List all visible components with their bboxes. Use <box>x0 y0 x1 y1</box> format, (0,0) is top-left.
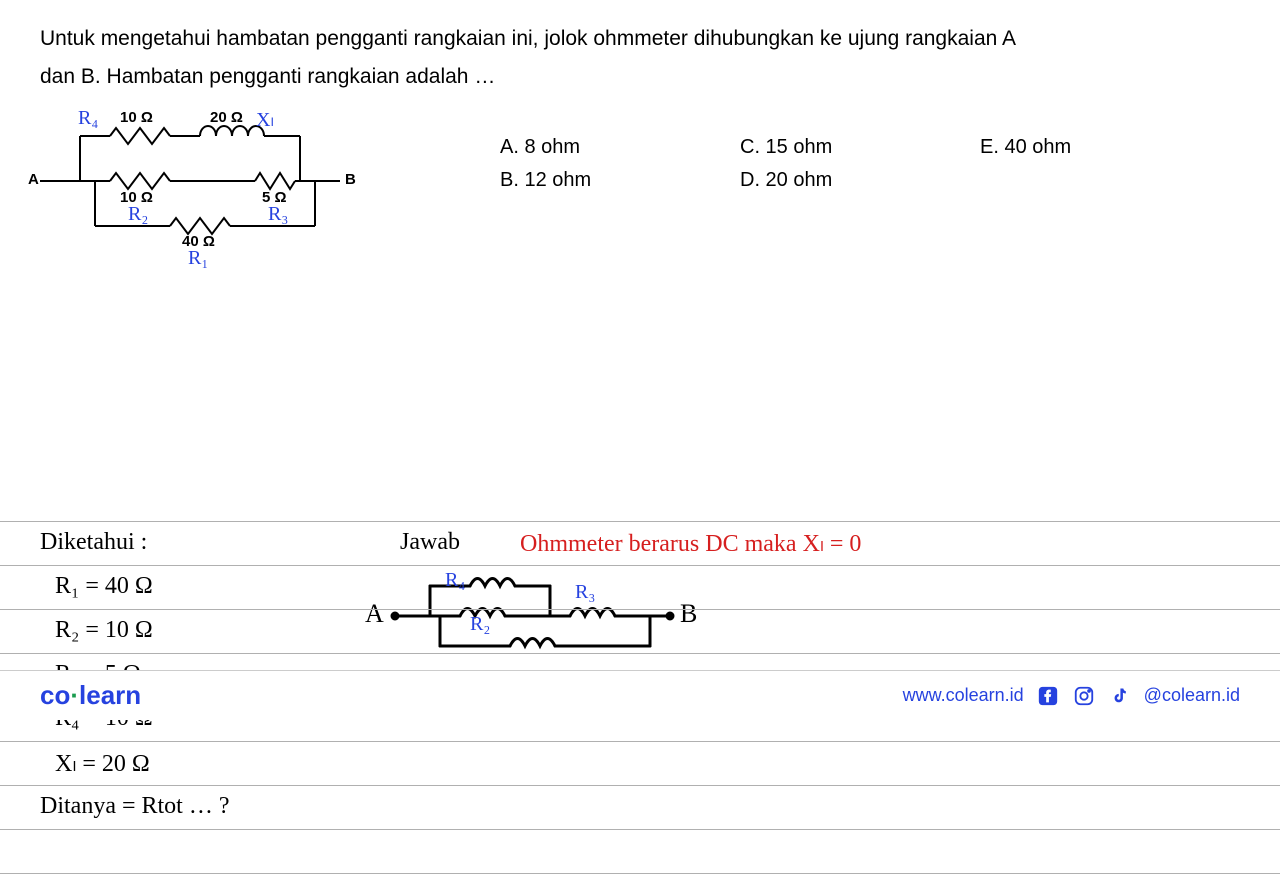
logo-learn: learn <box>79 680 141 710</box>
r1-handwritten-label: R₁ <box>188 247 208 270</box>
page-footer: co·learn www.colearn.id @colearn.id <box>0 670 1280 720</box>
question-line-1: Untuk mengetahui hambatan pengganti rang… <box>40 20 1240 58</box>
terminal-a-label: A <box>28 171 39 188</box>
option-d: D. 20 ohm <box>740 169 940 192</box>
footer-right: www.colearn.id @colearn.id <box>903 684 1240 708</box>
ruled-line <box>0 609 1280 610</box>
simp-r3: R₃ <box>575 581 595 604</box>
logo-co: co <box>40 680 70 710</box>
facebook-icon <box>1036 684 1060 708</box>
ruled-line <box>0 565 1280 566</box>
simp-r2: R₂ <box>470 613 490 636</box>
simp-a: A <box>365 599 384 629</box>
simplified-circuit-svg <box>370 571 730 661</box>
r4-value: 10 Ω <box>120 109 153 126</box>
simp-b: B <box>680 599 697 629</box>
terminal-b-label: B <box>345 171 356 188</box>
logo-dot: · <box>70 680 79 710</box>
r4-handwritten-label: R₄ <box>78 107 98 130</box>
question-area: Untuk mengetahui hambatan pengganti rang… <box>0 0 1280 106</box>
diketahui-label: Diketahui : <box>40 529 147 556</box>
simplified-circuit: A B R₄ R₂ R₃ <box>370 571 730 666</box>
given-r1: R₁ = 40 Ω <box>55 573 153 600</box>
ditanya-label: Ditanya = Rtot … ? <box>40 793 230 820</box>
ruled-line <box>0 785 1280 786</box>
footer-handle: @colearn.id <box>1144 685 1240 706</box>
answer-options: A. 8 ohm C. 15 ohm E. 40 ohm B. 12 ohm D… <box>500 136 1180 192</box>
option-a: A. 8 ohm <box>500 136 700 159</box>
tiktok-icon <box>1108 684 1132 708</box>
ruled-line <box>0 829 1280 830</box>
option-e: E. 40 ohm <box>980 136 1180 159</box>
problem-row: A B R₄ 10 Ω 20 Ω Xₗ 10 Ω R₂ 5 Ω R₃ 40 Ω … <box>0 111 1280 251</box>
r2-handwritten-label: R₂ <box>128 203 148 226</box>
ruled-line <box>0 653 1280 654</box>
given-xl: Xₗ = 20 Ω <box>55 749 150 778</box>
instagram-icon <box>1072 684 1096 708</box>
ruled-line <box>0 521 1280 522</box>
jawab-label: Jawab <box>400 529 460 556</box>
ruled-line <box>0 873 1280 874</box>
given-r2: R₂ = 10 Ω <box>55 617 153 644</box>
r3-handwritten-label: R₃ <box>268 203 288 226</box>
colearn-logo: co·learn <box>40 680 141 711</box>
ruled-line <box>0 741 1280 742</box>
xl-value: 20 Ω <box>210 109 243 126</box>
xl-handwritten-label: Xₗ <box>256 107 274 132</box>
option-c: C. 15 ohm <box>740 136 940 159</box>
circuit-svg <box>40 111 380 251</box>
option-b: B. 12 ohm <box>500 169 700 192</box>
simp-r4: R₄ <box>445 569 465 592</box>
footer-url: www.colearn.id <box>903 685 1024 706</box>
printed-circuit-diagram: A B R₄ 10 Ω 20 Ω Xₗ 10 Ω R₂ 5 Ω R₃ 40 Ω … <box>40 111 380 251</box>
answer-note: Ohmmeter berarus DC maka Xₗ = 0 <box>520 529 861 558</box>
question-line-2: dan B. Hambatan pengganti rangkaian adal… <box>40 58 1240 96</box>
